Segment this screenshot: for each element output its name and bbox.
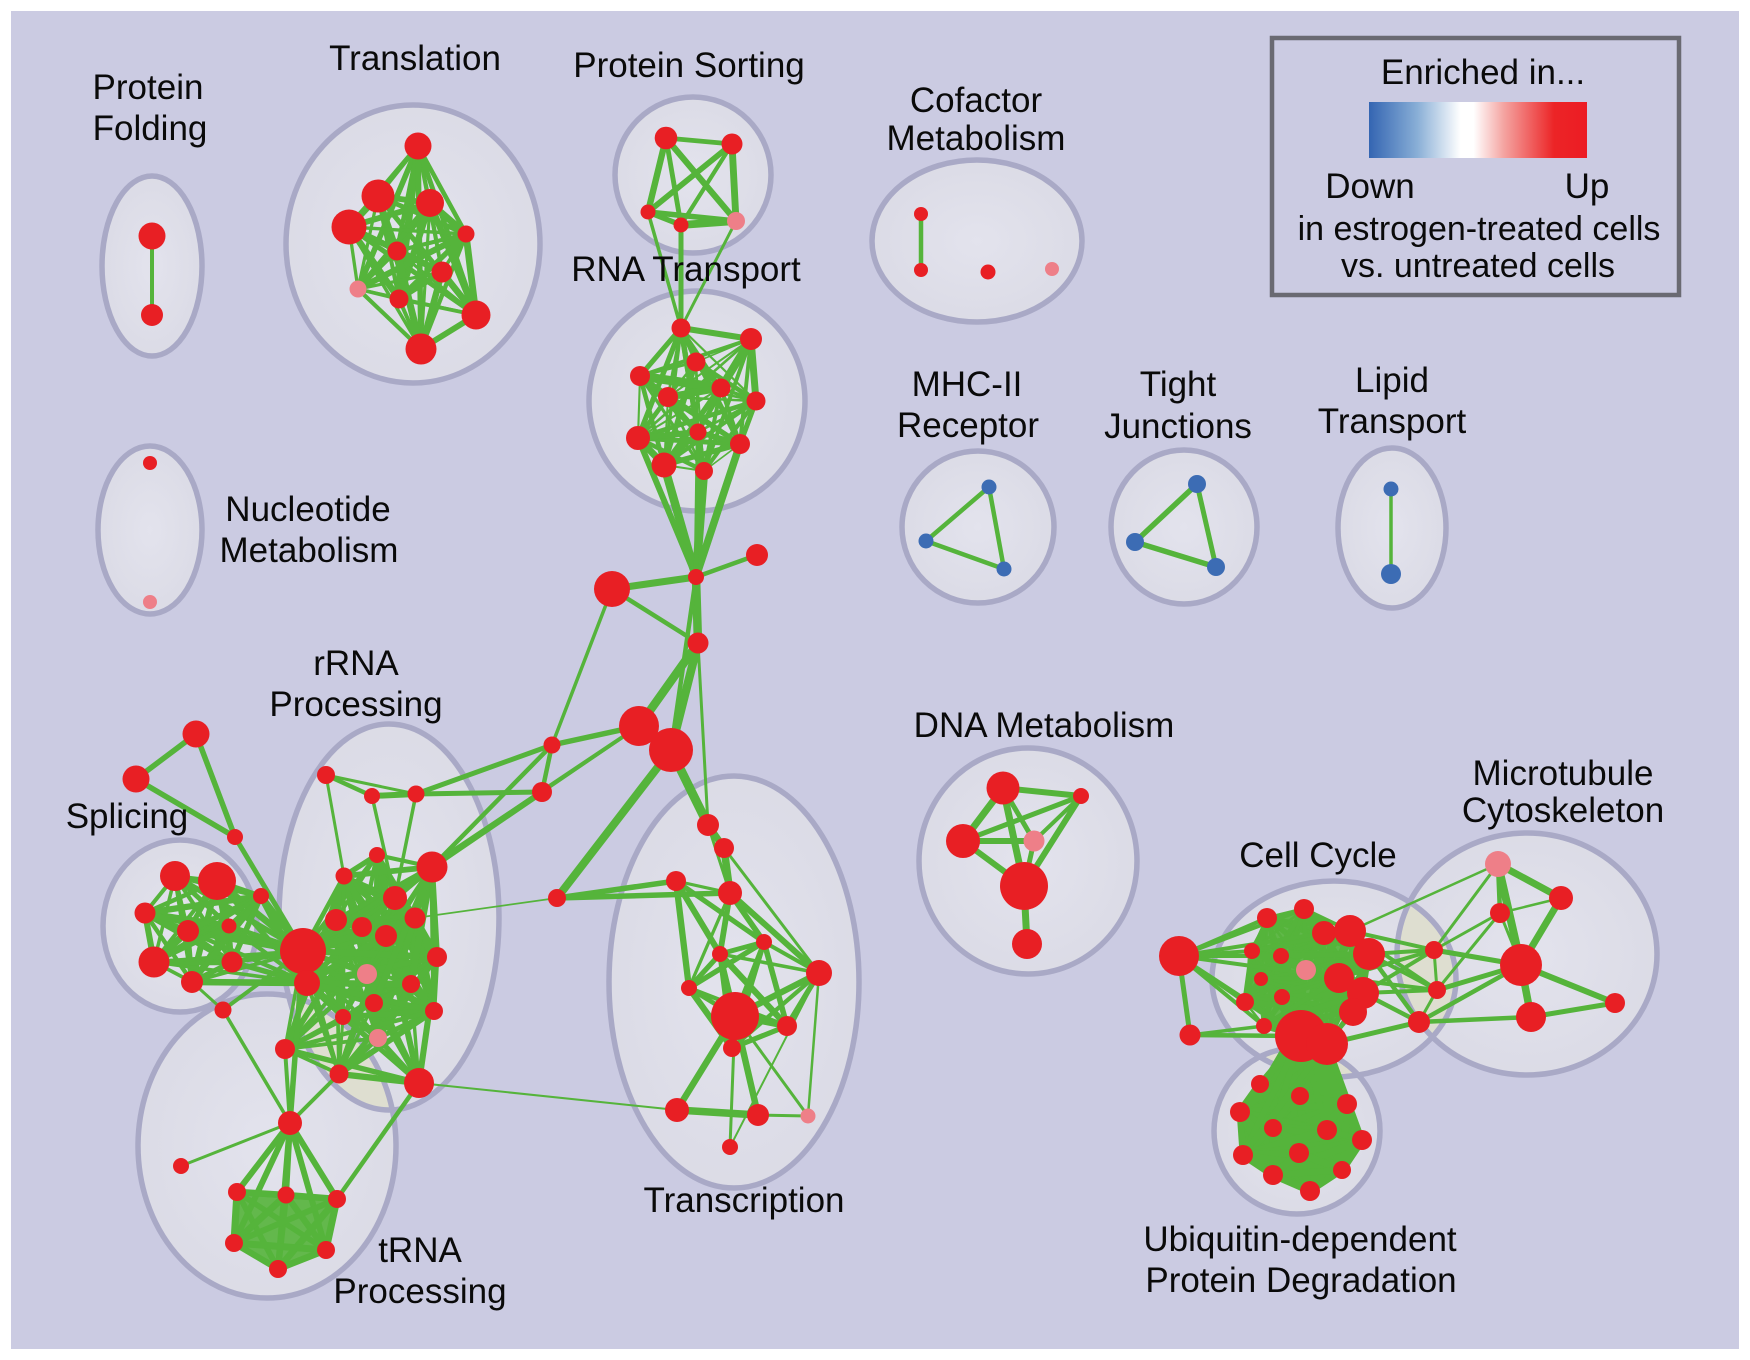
svg-text:Translation: Translation <box>329 39 501 78</box>
svg-text:Tight: Tight <box>1140 365 1217 404</box>
svg-text:Junctions: Junctions <box>1104 407 1252 446</box>
svg-text:Metabolism: Metabolism <box>887 119 1066 158</box>
svg-text:in estrogen-treated cells: in estrogen-treated cells <box>1298 210 1661 248</box>
svg-text:Protein Degradation: Protein Degradation <box>1145 1261 1456 1300</box>
svg-text:Transcription: Transcription <box>644 1181 845 1220</box>
svg-text:Microtubule: Microtubule <box>1473 754 1654 793</box>
svg-text:Receptor: Receptor <box>897 406 1039 445</box>
svg-text:Transport: Transport <box>1318 402 1467 441</box>
svg-text:Cytoskeleton: Cytoskeleton <box>1462 791 1664 830</box>
svg-text:Down: Down <box>1325 167 1414 206</box>
svg-text:Splicing: Splicing <box>66 797 189 836</box>
svg-text:Ubiquitin-dependent: Ubiquitin-dependent <box>1143 1220 1457 1259</box>
svg-text:Folding: Folding <box>93 109 208 148</box>
svg-text:Processing: Processing <box>333 1272 506 1311</box>
svg-text:Metabolism: Metabolism <box>220 531 399 570</box>
svg-text:vs. untreated cells: vs. untreated cells <box>1341 247 1615 285</box>
svg-text:Enriched in...: Enriched in... <box>1381 53 1585 92</box>
svg-text:Protein: Protein <box>93 68 204 107</box>
svg-text:Processing: Processing <box>269 685 442 724</box>
svg-text:rRNA: rRNA <box>313 644 399 683</box>
svg-text:Nucleotide: Nucleotide <box>225 490 390 529</box>
svg-text:Protein Sorting: Protein Sorting <box>573 46 805 85</box>
svg-text:Lipid: Lipid <box>1355 361 1429 400</box>
svg-text:RNA Transport: RNA Transport <box>571 250 801 289</box>
svg-text:MHC-II: MHC-II <box>912 365 1023 404</box>
svg-text:tRNA: tRNA <box>378 1231 462 1270</box>
svg-text:Cofactor: Cofactor <box>910 81 1043 120</box>
svg-text:Cell Cycle: Cell Cycle <box>1239 836 1397 875</box>
svg-text:DNA Metabolism: DNA Metabolism <box>914 706 1175 745</box>
svg-text:Up: Up <box>1565 167 1610 206</box>
